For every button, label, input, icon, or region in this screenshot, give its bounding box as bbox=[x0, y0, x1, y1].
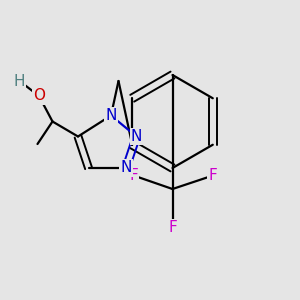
Text: N: N bbox=[105, 108, 117, 123]
Text: F: F bbox=[129, 168, 138, 183]
Text: F: F bbox=[168, 220, 177, 236]
Text: O: O bbox=[33, 88, 45, 104]
Text: F: F bbox=[208, 168, 217, 183]
Text: N: N bbox=[120, 160, 132, 175]
Text: H: H bbox=[14, 74, 25, 88]
Text: N: N bbox=[131, 129, 142, 144]
